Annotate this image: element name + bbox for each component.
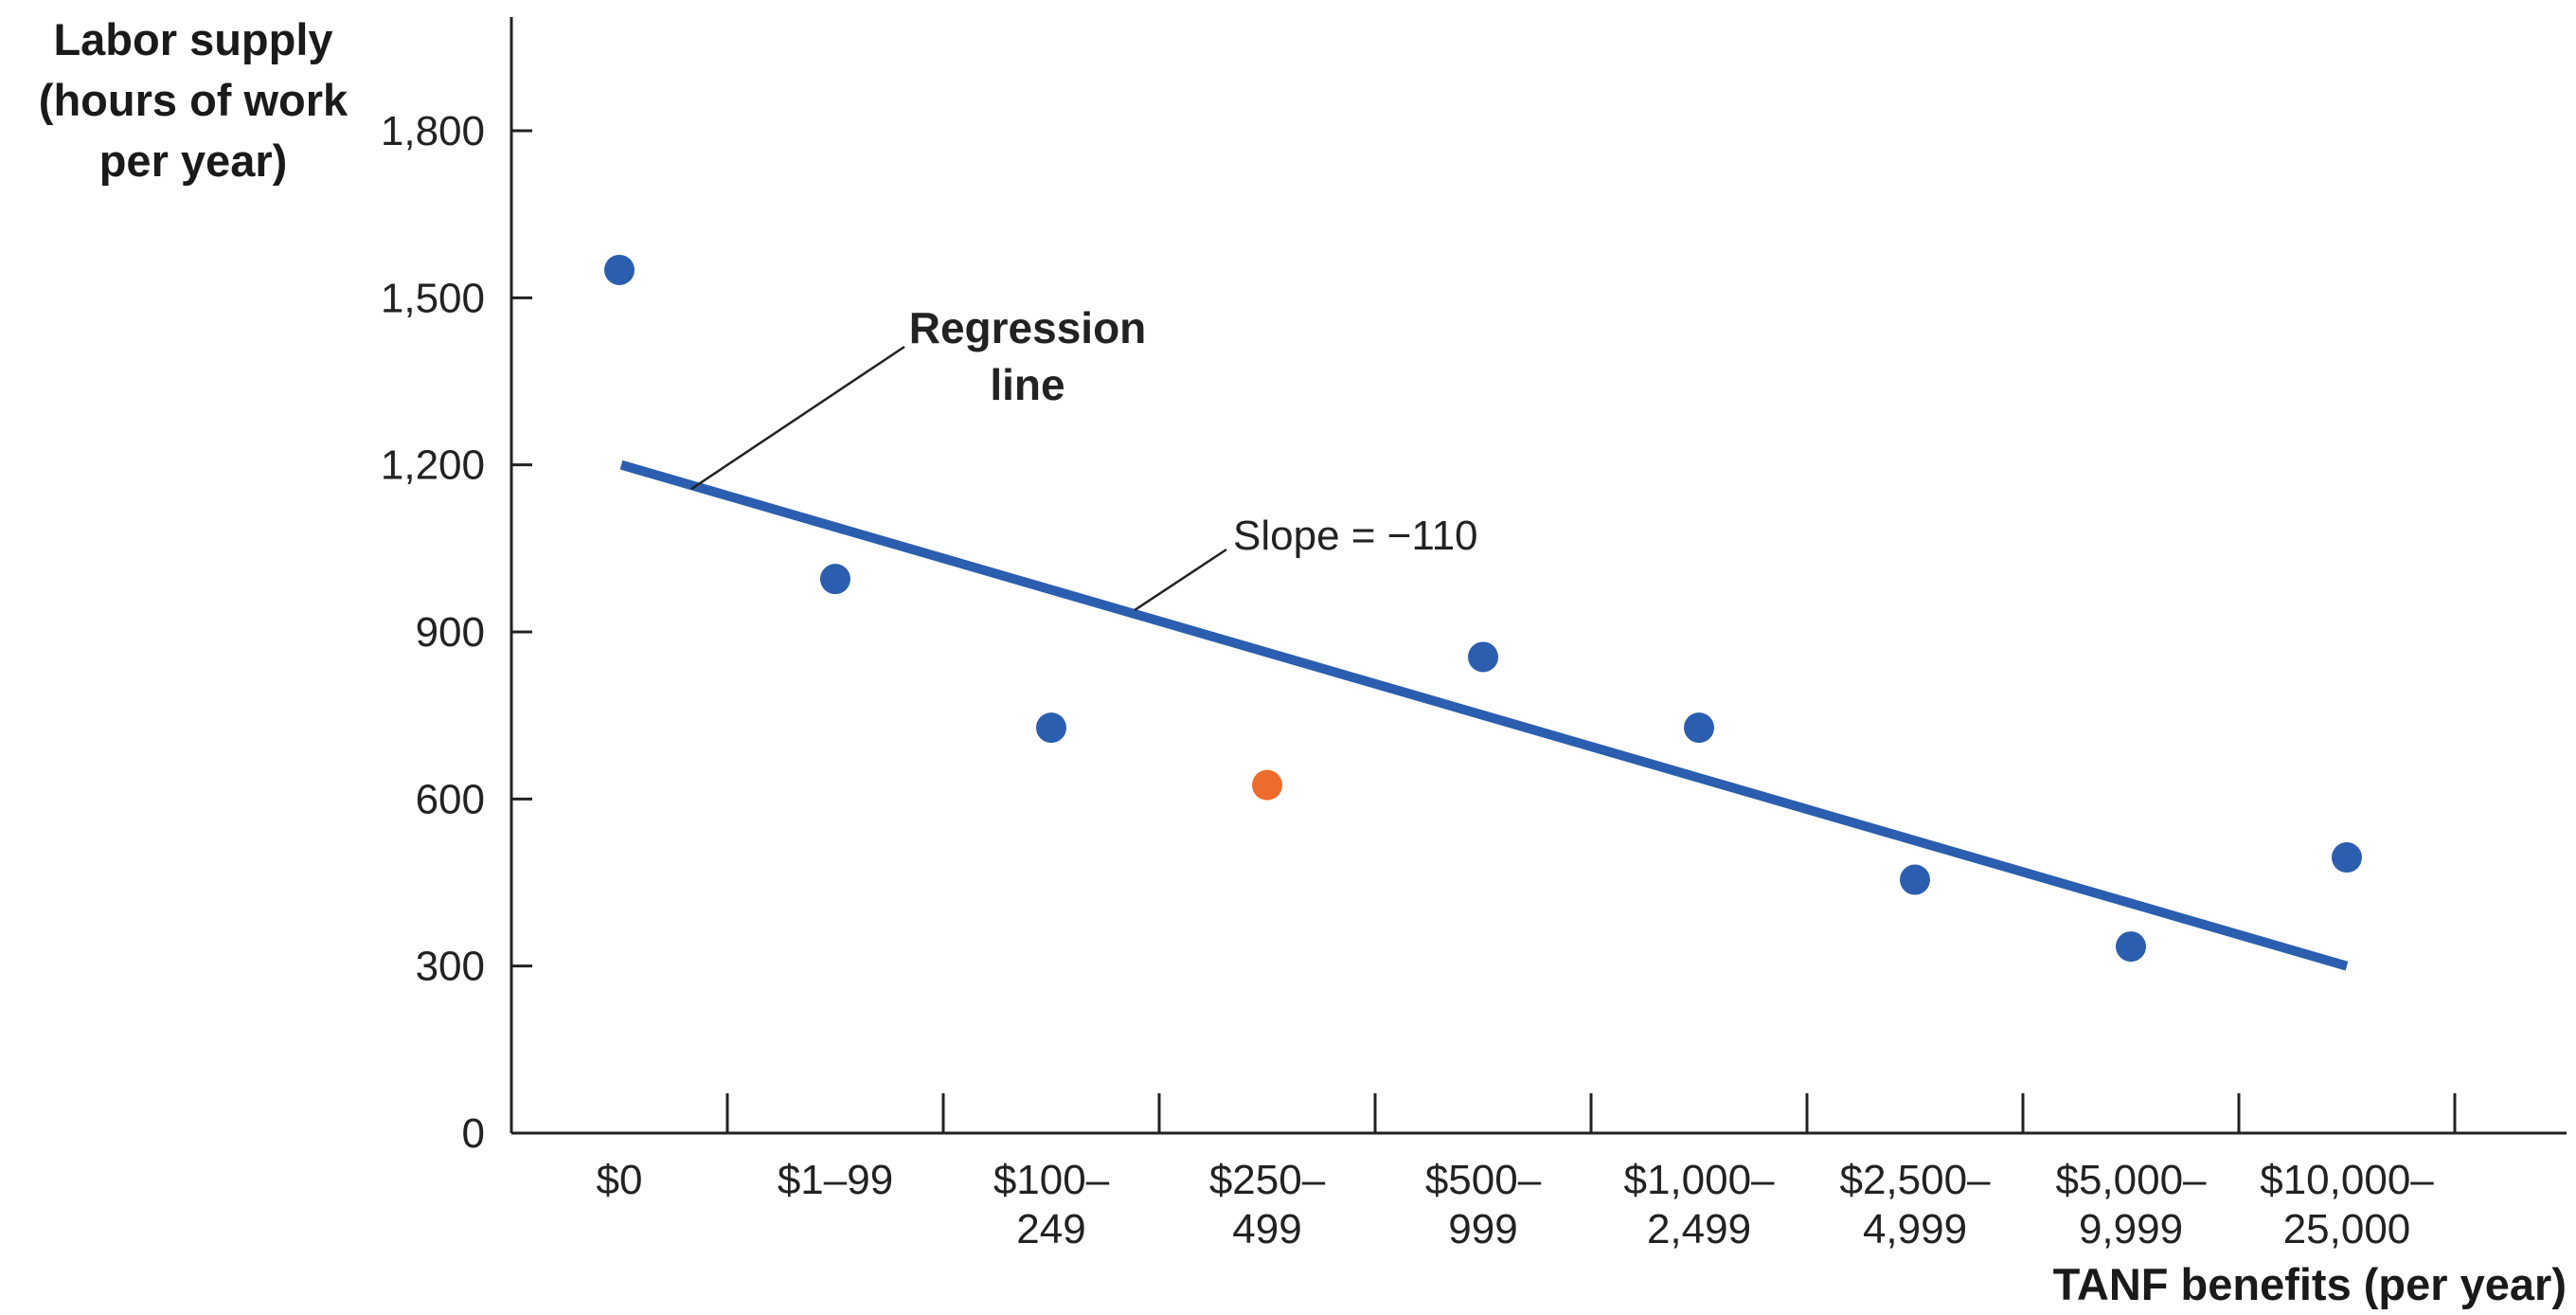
x-category-label: $5,000– 9,999: [2055, 1157, 2207, 1252]
x-category-label: $2,500– 4,999: [1839, 1157, 1991, 1252]
regression-leader-line: [690, 345, 905, 491]
data-point: [1684, 712, 1714, 744]
y-tick-label: 1,800: [381, 108, 485, 154]
regression-line-label: Regression line: [909, 303, 1147, 409]
y-axis-title: Labor supply (hours of work per year): [13, 9, 373, 191]
x-categories: $0 $1–99 $100– 249 $250– 499 $500– 999 $1,000– 2,…: [597, 1093, 2457, 1252]
x-category-label: $1,000– 2,499: [1623, 1157, 1775, 1252]
y-axis-title-line-3: per year): [98, 135, 288, 186]
y-tick-label: 900: [416, 609, 485, 656]
data-point: [2116, 931, 2146, 963]
regression-layer: [619, 459, 2349, 971]
data-point: [1036, 712, 1066, 744]
data-point: [820, 564, 850, 595]
y-ticks: 0 300 600 900 1,200 1,500 1,800: [381, 108, 532, 1157]
x-category-label: $1–99: [778, 1157, 893, 1203]
x-category-label: $500– 999: [1425, 1157, 1542, 1252]
data-points: [604, 254, 2362, 963]
y-tick-label: 0: [462, 1110, 485, 1157]
data-point: [604, 254, 635, 285]
data-point: [1252, 769, 1282, 801]
x-category-label: $100– 249: [993, 1157, 1110, 1252]
y-tick-label: 300: [416, 944, 485, 990]
y-tick-label: 1,200: [381, 442, 485, 489]
data-point: [2332, 842, 2362, 874]
y-tick-label: 600: [416, 776, 485, 822]
x-category-label: $10,000– 25,000: [2260, 1157, 2434, 1252]
x-category-label: $250– 499: [1209, 1157, 1326, 1252]
x-category-label: $0: [597, 1157, 643, 1203]
annotations: Regression line Slope = −110: [690, 303, 1478, 612]
x-axis-title: TANF benefits (per year): [2052, 1259, 2567, 1309]
regression-line: [619, 459, 2349, 971]
y-tick-label: 1,500: [381, 275, 485, 321]
axes: [510, 17, 2567, 1135]
y-axis-title-line-1: Labor supply: [53, 14, 333, 64]
data-point: [1900, 864, 1930, 895]
slope-label: Slope = −110: [1233, 513, 1478, 559]
slope-leader-line: [1134, 548, 1227, 612]
data-point: [1468, 641, 1498, 673]
y-axis-title-line-2: (hours of work: [38, 75, 349, 125]
